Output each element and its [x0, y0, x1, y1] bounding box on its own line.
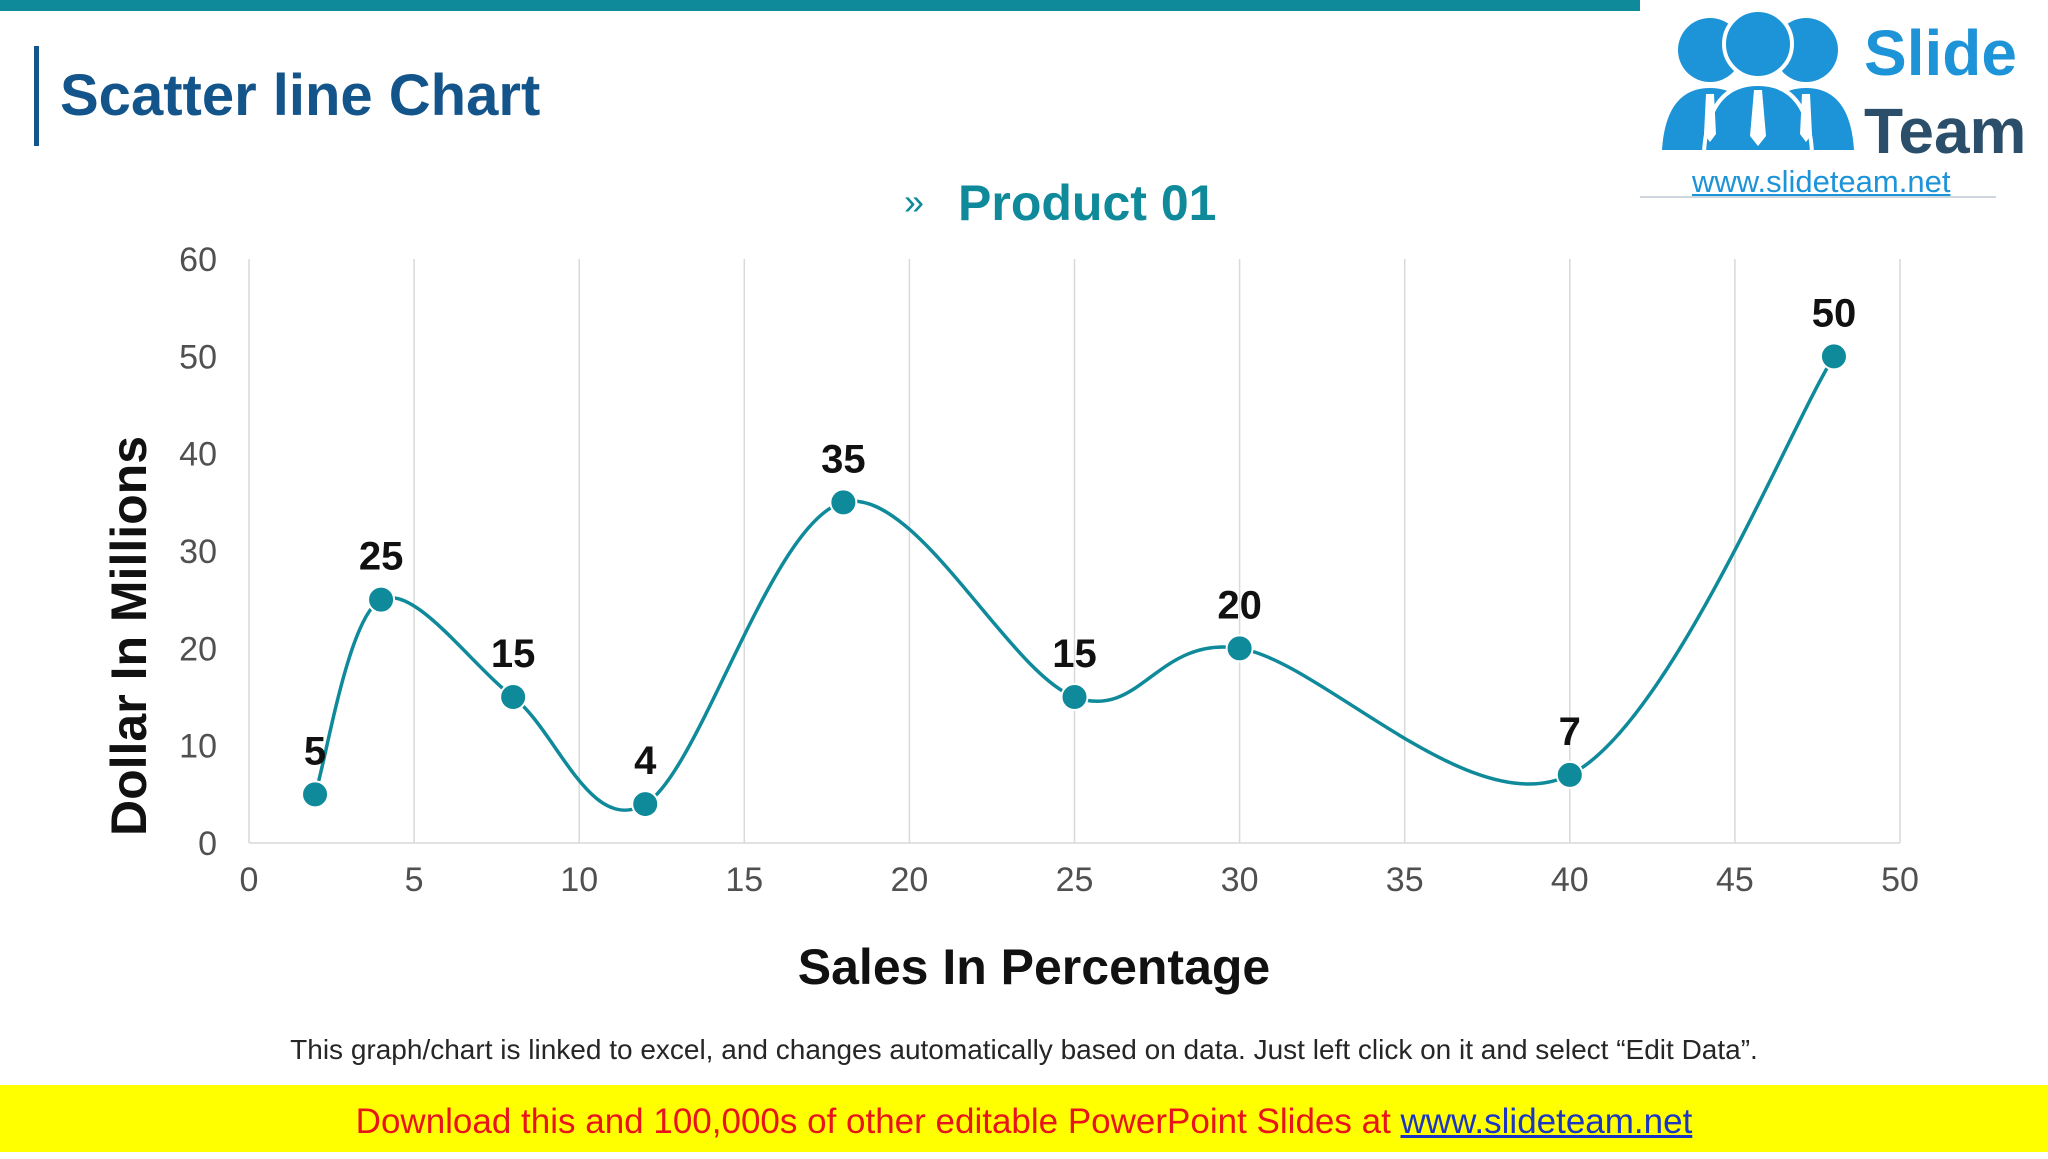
data-point[interactable]: [499, 683, 528, 711]
data-label: 20: [1217, 583, 1262, 627]
x-tick-label: 40: [1551, 861, 1589, 899]
logo-word-team: Team: [1864, 95, 2027, 167]
chart-legend: » Product 01: [904, 174, 1216, 232]
x-tick-label: 20: [890, 861, 928, 899]
y-tick-label: 30: [179, 533, 217, 571]
slideteam-logo: Slide Team www.slideteam.net: [1640, 0, 2048, 200]
title-accent-rule: [34, 46, 39, 146]
y-tick-label: 20: [179, 630, 217, 668]
y-tick-label: 60: [179, 241, 217, 279]
slide-title: Scatter line Chart: [60, 63, 541, 128]
data-label: 35: [821, 437, 866, 481]
chart-footnote: This graph/chart is linked to excel, and…: [290, 1034, 1758, 1065]
people-icon: [1662, 10, 1854, 154]
data-label: 4: [634, 739, 657, 783]
y-tick-label: 0: [198, 825, 217, 863]
data-label: 15: [1052, 632, 1097, 676]
x-axis-title: Sales In Percentage: [798, 939, 1270, 995]
data-labels: 5 25 15 4 35 15 20 7 50: [304, 291, 1856, 783]
data-point[interactable]: [829, 488, 858, 517]
y-axis-tick-labels: 0 10 20 30 40 50 60: [179, 241, 217, 863]
data-label: 7: [1559, 710, 1581, 754]
y-tick-label: 10: [179, 728, 217, 766]
x-tick-label: 30: [1221, 861, 1259, 899]
logo-divider: [1640, 196, 1996, 198]
data-label: 5: [304, 729, 326, 773]
x-tick-label: 0: [240, 861, 259, 899]
data-point[interactable]: [1555, 760, 1584, 789]
scatter-line-chart[interactable]: 0 5 10 15 20 25 30 35 40 45 50 0 10 20 30 40 50 60 5 25 15…: [0, 0, 2048, 1010]
banner-link[interactable]: www.slideteam.net: [1400, 1102, 1693, 1141]
x-tick-label: 35: [1386, 861, 1424, 899]
x-tick-label: 25: [1056, 861, 1094, 899]
data-point[interactable]: [367, 585, 396, 614]
logo-word-slide: Slide: [1864, 17, 2017, 89]
top-accent-bar: [0, 0, 1640, 11]
x-tick-label: 15: [725, 861, 763, 899]
data-point[interactable]: [1819, 342, 1848, 371]
y-axis-title: Dollar In Millions: [101, 436, 157, 836]
x-tick-label: 50: [1881, 861, 1919, 899]
series-points: [301, 342, 1848, 819]
data-point[interactable]: [1225, 634, 1254, 663]
data-label: 15: [491, 632, 536, 676]
banner-text: Download this and 100,000s of other edit…: [355, 1102, 1401, 1141]
x-tick-label: 5: [405, 861, 424, 899]
data-point[interactable]: [301, 780, 330, 809]
x-tick-label: 45: [1716, 861, 1754, 899]
legend-label: Product 01: [958, 175, 1217, 231]
data-label: 25: [359, 535, 404, 579]
data-point[interactable]: [1060, 683, 1089, 711]
x-axis-tick-labels: 0 5 10 15 20 25 30 35 40 45 50: [240, 861, 1919, 899]
download-banner: Download this and 100,000s of other edit…: [0, 1085, 2048, 1152]
legend-marker: »: [904, 181, 925, 222]
y-tick-label: 40: [179, 436, 217, 474]
y-tick-label: 50: [179, 338, 217, 376]
data-point[interactable]: [631, 790, 660, 819]
logo-url-link[interactable]: www.slideteam.net: [1692, 164, 1951, 199]
chart-gridlines: [248, 259, 1901, 844]
x-tick-label: 10: [560, 861, 598, 899]
data-label: 50: [1812, 291, 1857, 335]
